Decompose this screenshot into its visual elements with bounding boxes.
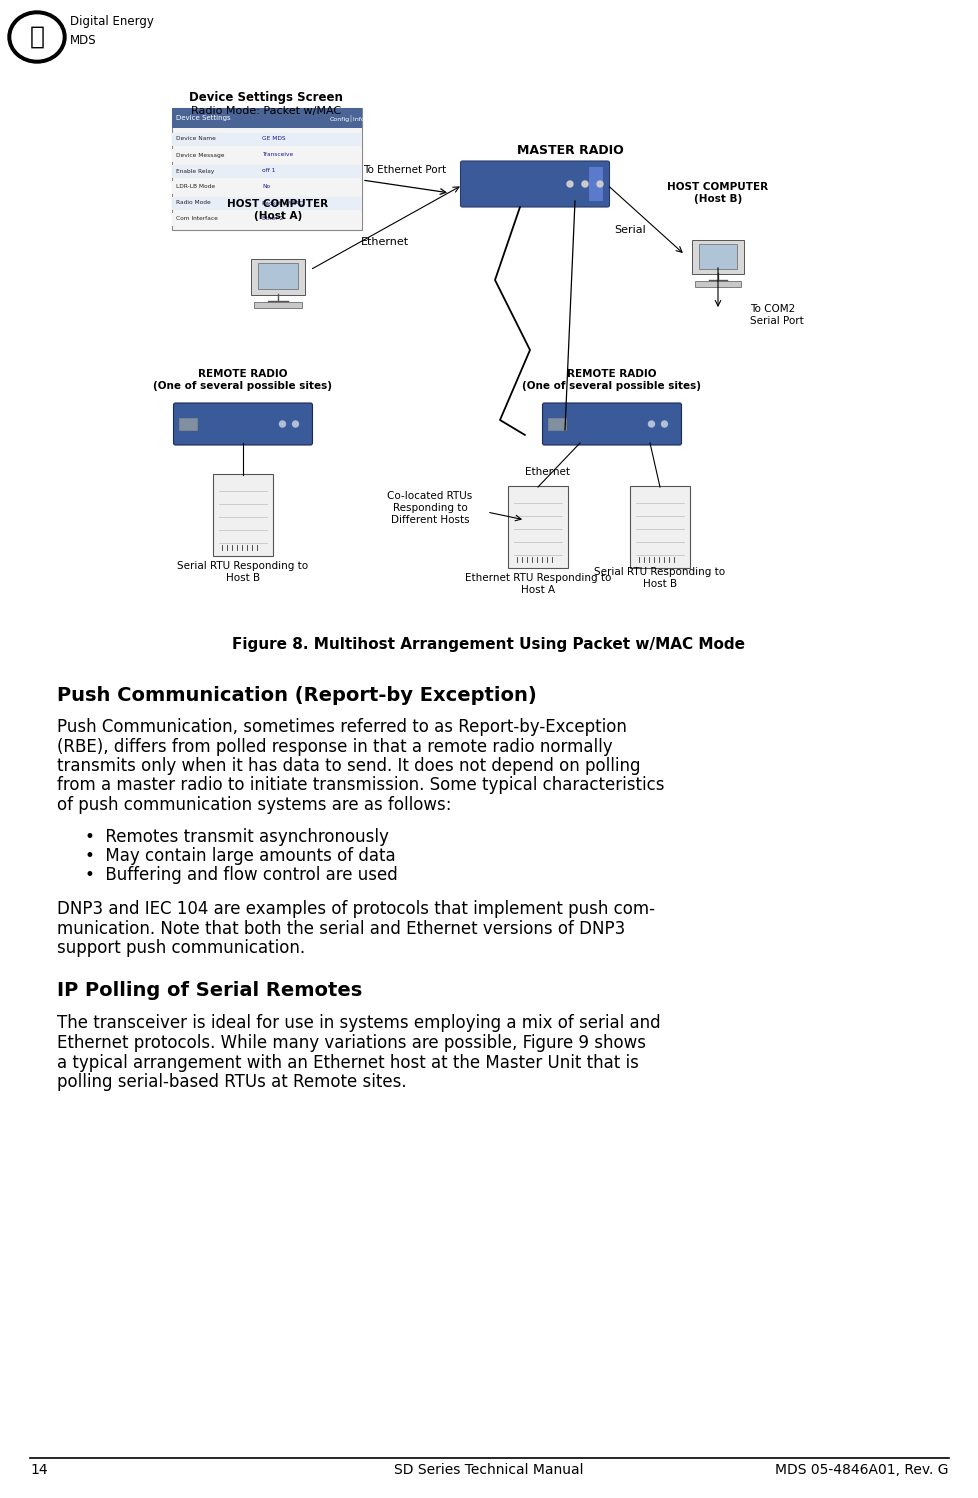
- FancyBboxPatch shape: [213, 473, 273, 556]
- Text: Serial: Serial: [613, 225, 645, 235]
- Text: Transceive: Transceive: [262, 153, 293, 157]
- Text: HOST COMPUTER
(Host A): HOST COMPUTER (Host A): [227, 199, 329, 220]
- Text: Push Communication, sometimes referred to as Report-by-Exception: Push Communication, sometimes referred t…: [57, 718, 626, 736]
- Text: MDS: MDS: [70, 33, 97, 46]
- Text: REMOTE RADIO
(One of several possible sites): REMOTE RADIO (One of several possible si…: [522, 369, 701, 391]
- Text: Enable Relay: Enable Relay: [176, 168, 214, 174]
- FancyBboxPatch shape: [172, 108, 362, 127]
- FancyBboxPatch shape: [172, 133, 362, 145]
- FancyBboxPatch shape: [691, 240, 743, 274]
- Circle shape: [661, 421, 667, 427]
- Text: REMOTE RADIO
(One of several possible sites): REMOTE RADIO (One of several possible si…: [154, 369, 333, 391]
- Text: Device Message: Device Message: [176, 153, 224, 157]
- Text: Config│Info: Config│Info: [330, 114, 366, 121]
- Text: GE MDS: GE MDS: [262, 136, 286, 141]
- Text: Co-located RTUs
Responding to
Different Hosts: Co-located RTUs Responding to Different …: [387, 491, 472, 524]
- Text: Device Settings: Device Settings: [176, 115, 231, 121]
- FancyBboxPatch shape: [172, 198, 362, 210]
- Circle shape: [647, 421, 654, 427]
- FancyBboxPatch shape: [250, 259, 304, 295]
- Text: 14: 14: [30, 1464, 48, 1477]
- Text: Serial RTU Responding to
Host B: Serial RTU Responding to Host B: [177, 562, 308, 583]
- FancyBboxPatch shape: [542, 403, 681, 445]
- Text: support push communication.: support push communication.: [57, 939, 305, 957]
- Text: Ethernet: Ethernet: [525, 467, 570, 476]
- Text: Device Settings Screen: Device Settings Screen: [189, 91, 342, 105]
- Circle shape: [581, 181, 588, 187]
- FancyBboxPatch shape: [460, 160, 609, 207]
- FancyBboxPatch shape: [698, 244, 736, 268]
- Text: Ether 2: Ether 2: [262, 217, 283, 222]
- Text: of push communication systems are as follows:: of push communication systems are as fol…: [57, 795, 451, 813]
- Text: from a master radio to initiate transmission. Some typical characteristics: from a master radio to initiate transmis…: [57, 776, 664, 794]
- Text: polling serial-based RTUs at Remote sites.: polling serial-based RTUs at Remote site…: [57, 1073, 406, 1091]
- Text: MDS 05-4846A01, Rev. G: MDS 05-4846A01, Rev. G: [775, 1464, 948, 1477]
- FancyBboxPatch shape: [172, 181, 362, 195]
- Text: Radio Mode: Packet w/MAC: Radio Mode: Packet w/MAC: [191, 106, 340, 115]
- Text: off 1: off 1: [262, 168, 275, 174]
- Text: munication. Note that both the serial and Ethernet versions of DNP3: munication. Note that both the serial an…: [57, 920, 625, 938]
- Text: Ethernet: Ethernet: [361, 237, 409, 247]
- FancyBboxPatch shape: [258, 264, 297, 289]
- FancyBboxPatch shape: [172, 108, 362, 231]
- Text: Ethernet protocols. While many variations are possible, Figure 9 shows: Ethernet protocols. While many variation…: [57, 1034, 645, 1052]
- Text: Figure 8. Multihost Arrangement Using Packet w/MAC Mode: Figure 8. Multihost Arrangement Using Pa…: [232, 637, 744, 652]
- Circle shape: [566, 181, 572, 187]
- Text: (RBE), differs from polled response in that a remote radio normally: (RBE), differs from polled response in t…: [57, 737, 612, 755]
- Text: Push Communication (Report-by Exception): Push Communication (Report-by Exception): [57, 686, 536, 706]
- Text: Packet w/MAC: Packet w/MAC: [262, 201, 303, 205]
- FancyBboxPatch shape: [548, 418, 566, 430]
- Text: The transceiver is ideal for use in systems employing a mix of serial and: The transceiver is ideal for use in syst…: [57, 1014, 660, 1032]
- Text: transmits only when it has data to send. It does not depend on polling: transmits only when it has data to send.…: [57, 756, 640, 774]
- FancyBboxPatch shape: [172, 148, 362, 162]
- FancyBboxPatch shape: [694, 282, 740, 288]
- Ellipse shape: [8, 10, 66, 63]
- FancyBboxPatch shape: [630, 485, 689, 568]
- FancyBboxPatch shape: [172, 213, 362, 226]
- Text: SD Series Technical Manual: SD Series Technical Manual: [394, 1464, 583, 1477]
- Text: •  Remotes transmit asynchronously: • Remotes transmit asynchronously: [85, 827, 388, 845]
- FancyBboxPatch shape: [172, 165, 362, 178]
- Text: HOST COMPUTER
(Host B): HOST COMPUTER (Host B): [667, 183, 768, 204]
- Text: To COM2
Serial Port: To COM2 Serial Port: [749, 304, 803, 325]
- FancyBboxPatch shape: [179, 418, 198, 430]
- Text: No: No: [262, 184, 270, 190]
- Text: a typical arrangement with an Ethernet host at the Master Unit that is: a typical arrangement with an Ethernet h…: [57, 1053, 639, 1071]
- Circle shape: [279, 421, 286, 427]
- Text: Ⓖ: Ⓖ: [29, 25, 44, 49]
- Text: To Ethernet Port: To Ethernet Port: [363, 165, 446, 175]
- Text: Ethernet RTU Responding to
Host A: Ethernet RTU Responding to Host A: [465, 574, 610, 595]
- Text: Radio Mode: Radio Mode: [176, 201, 210, 205]
- Text: Com Interface: Com Interface: [176, 217, 218, 222]
- Text: LDR-LB Mode: LDR-LB Mode: [176, 184, 215, 190]
- FancyBboxPatch shape: [589, 166, 602, 201]
- FancyBboxPatch shape: [253, 303, 302, 309]
- Text: •  Buffering and flow control are used: • Buffering and flow control are used: [85, 866, 397, 884]
- Text: Serial RTU Responding to
Host B: Serial RTU Responding to Host B: [594, 568, 725, 589]
- Ellipse shape: [12, 15, 62, 58]
- Text: IP Polling of Serial Remotes: IP Polling of Serial Remotes: [57, 981, 362, 999]
- FancyBboxPatch shape: [508, 485, 567, 568]
- Text: DNP3 and IEC 104 are examples of protocols that implement push com-: DNP3 and IEC 104 are examples of protoco…: [57, 900, 654, 918]
- Circle shape: [292, 421, 298, 427]
- Text: •  May contain large amounts of data: • May contain large amounts of data: [85, 846, 395, 864]
- Text: Device Name: Device Name: [176, 136, 216, 141]
- Text: Digital Energy: Digital Energy: [70, 15, 154, 28]
- Text: MASTER RADIO: MASTER RADIO: [516, 144, 623, 156]
- Circle shape: [597, 181, 602, 187]
- FancyBboxPatch shape: [173, 403, 312, 445]
